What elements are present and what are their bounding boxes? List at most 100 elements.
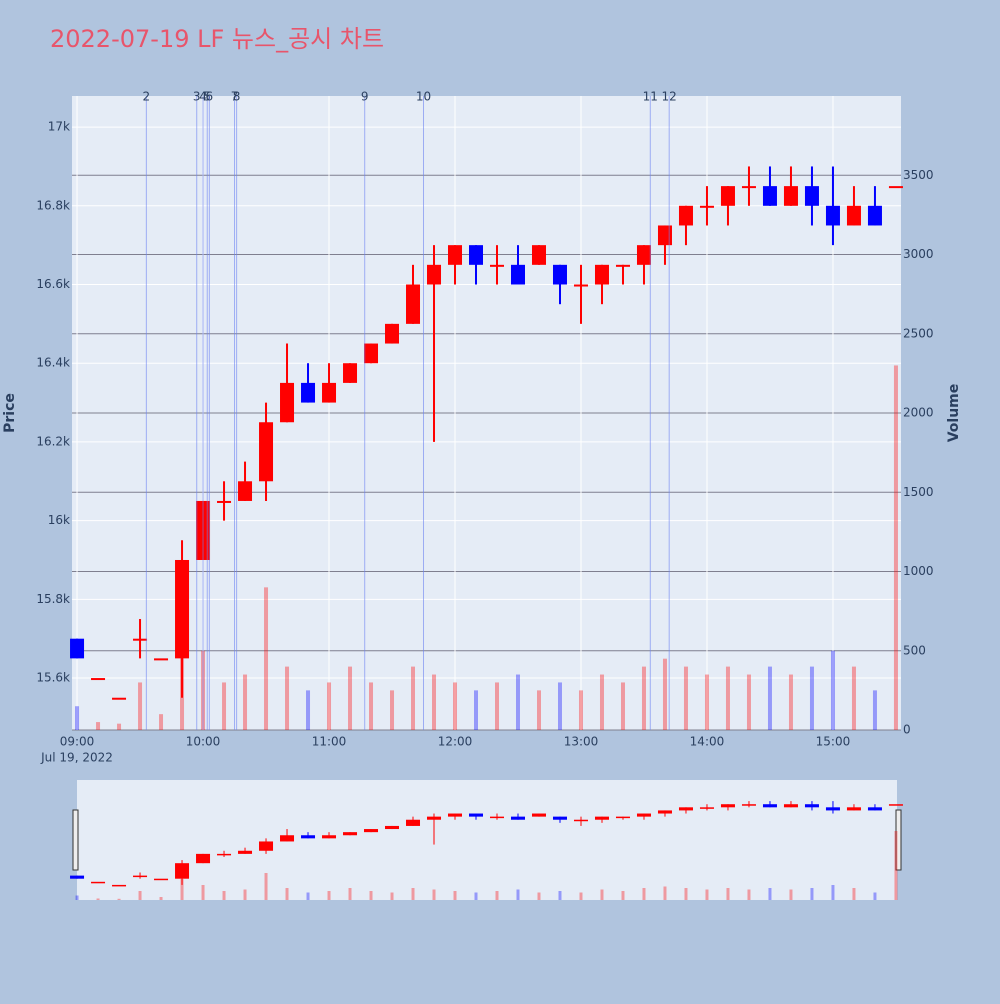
candle-body xyxy=(469,245,484,265)
news-label: 4 xyxy=(199,90,207,104)
mini-volume-bar xyxy=(285,888,289,900)
candle-body xyxy=(70,638,85,659)
mini-candle-body xyxy=(364,829,379,833)
candle-body xyxy=(217,500,232,503)
candle-body xyxy=(280,382,295,423)
mini-volume-bar xyxy=(621,891,625,900)
volume-bar xyxy=(851,666,856,730)
candle-body xyxy=(154,658,169,661)
volume-bar xyxy=(704,674,709,730)
mini-volume-bar xyxy=(117,898,121,900)
mini-candle-body xyxy=(196,853,211,864)
candle-body xyxy=(888,186,903,189)
mini-volume-bar xyxy=(726,888,730,900)
mini-volume-bar xyxy=(306,892,310,900)
mini-candle-body xyxy=(783,804,798,808)
y2-tick-label: 1000 xyxy=(903,564,934,578)
mini-volume-bar xyxy=(348,888,352,900)
y-axis-title: Price xyxy=(2,393,18,433)
x-tick-label: 11:00 xyxy=(312,735,347,749)
range-slider[interactable] xyxy=(77,780,897,900)
x-date-label: Jul 19, 2022 xyxy=(40,751,113,765)
candle-body xyxy=(678,205,693,226)
mini-candle-body xyxy=(427,816,442,820)
mini-volume-bar xyxy=(747,889,751,900)
mini-volume-bar xyxy=(180,879,184,900)
mini-candle-body xyxy=(469,813,484,817)
volume-bar xyxy=(243,674,248,730)
mini-volume-bar xyxy=(537,892,541,900)
volume-bar xyxy=(683,666,688,730)
candle-body xyxy=(510,264,525,285)
mini-volume-bar xyxy=(453,891,457,900)
y-tick-label: 15.6k xyxy=(36,671,70,685)
candle-body xyxy=(238,481,253,501)
volume-bar xyxy=(578,690,583,730)
mini-candle-body xyxy=(280,835,295,842)
news-label: 12 xyxy=(662,90,677,104)
mini-volume-bar xyxy=(810,888,814,900)
mini-candle-body xyxy=(888,804,903,806)
mini-candle-body xyxy=(573,819,588,822)
volume-bar xyxy=(662,658,667,730)
volume-bar xyxy=(285,666,290,730)
volume-bar xyxy=(494,682,499,730)
candle-body xyxy=(301,382,316,403)
candle-body xyxy=(531,245,546,265)
news-label: 6 xyxy=(206,90,214,104)
volume-bar xyxy=(620,682,625,730)
volume-bar xyxy=(536,690,541,730)
candle-body xyxy=(783,186,798,206)
x-tick-label: 13:00 xyxy=(564,735,599,749)
mini-candle-body xyxy=(657,810,672,814)
volume-bar xyxy=(830,650,835,730)
slider-handle[interactable] xyxy=(895,809,902,871)
mini-volume-bar xyxy=(390,892,394,900)
mini-candle-body xyxy=(552,816,567,820)
mini-candle-body xyxy=(238,850,253,854)
mini-candle-body xyxy=(615,816,630,819)
mini-volume-bar xyxy=(894,831,898,900)
y-tick-label: 16k xyxy=(48,513,70,527)
y2-tick-label: 2000 xyxy=(903,406,934,420)
x-tick-label: 14:00 xyxy=(690,735,725,749)
volume-bar xyxy=(222,682,227,730)
volume-bar xyxy=(117,723,122,730)
volume-bar xyxy=(788,674,793,730)
candle-body xyxy=(322,382,337,403)
candle-body xyxy=(825,205,840,226)
y2-tick-label: 3000 xyxy=(903,247,934,261)
volume-bar xyxy=(327,682,332,730)
mini-volume-bar xyxy=(96,898,100,900)
mini-volume-bar xyxy=(579,892,583,900)
mini-candle-body xyxy=(699,807,714,809)
candle-body xyxy=(343,363,358,383)
candle-body xyxy=(448,245,463,265)
candle-body xyxy=(112,697,127,700)
mini-volume-bar xyxy=(264,873,268,900)
slider-handle[interactable] xyxy=(72,809,79,871)
x-tick-label: 10:00 xyxy=(186,735,221,749)
volume-bar xyxy=(369,682,374,730)
candle-body xyxy=(636,245,651,265)
volume-bar xyxy=(453,682,458,730)
mini-candle-body xyxy=(531,813,546,817)
candle-body xyxy=(720,186,735,206)
news-label: 10 xyxy=(416,90,431,104)
volume-bar xyxy=(432,674,437,730)
volume-bar xyxy=(474,690,479,730)
news-label: 2 xyxy=(143,90,151,104)
volume-bar xyxy=(746,674,751,730)
volume-bar xyxy=(390,690,395,730)
chart-title: 2022-07-19 LF 뉴스_공시 차트 xyxy=(50,25,384,53)
candle-body xyxy=(615,264,630,267)
y2-axis-title: Volume xyxy=(946,384,962,443)
y-tick-label: 16.6k xyxy=(36,277,70,291)
candle-body xyxy=(846,205,861,226)
y2-tick-label: 500 xyxy=(903,643,926,657)
volume-bar xyxy=(515,674,520,730)
mini-volume-bar xyxy=(369,891,373,900)
mini-volume-bar xyxy=(789,889,793,900)
mini-candle-body xyxy=(259,841,274,851)
news-label: 3 xyxy=(193,90,201,104)
